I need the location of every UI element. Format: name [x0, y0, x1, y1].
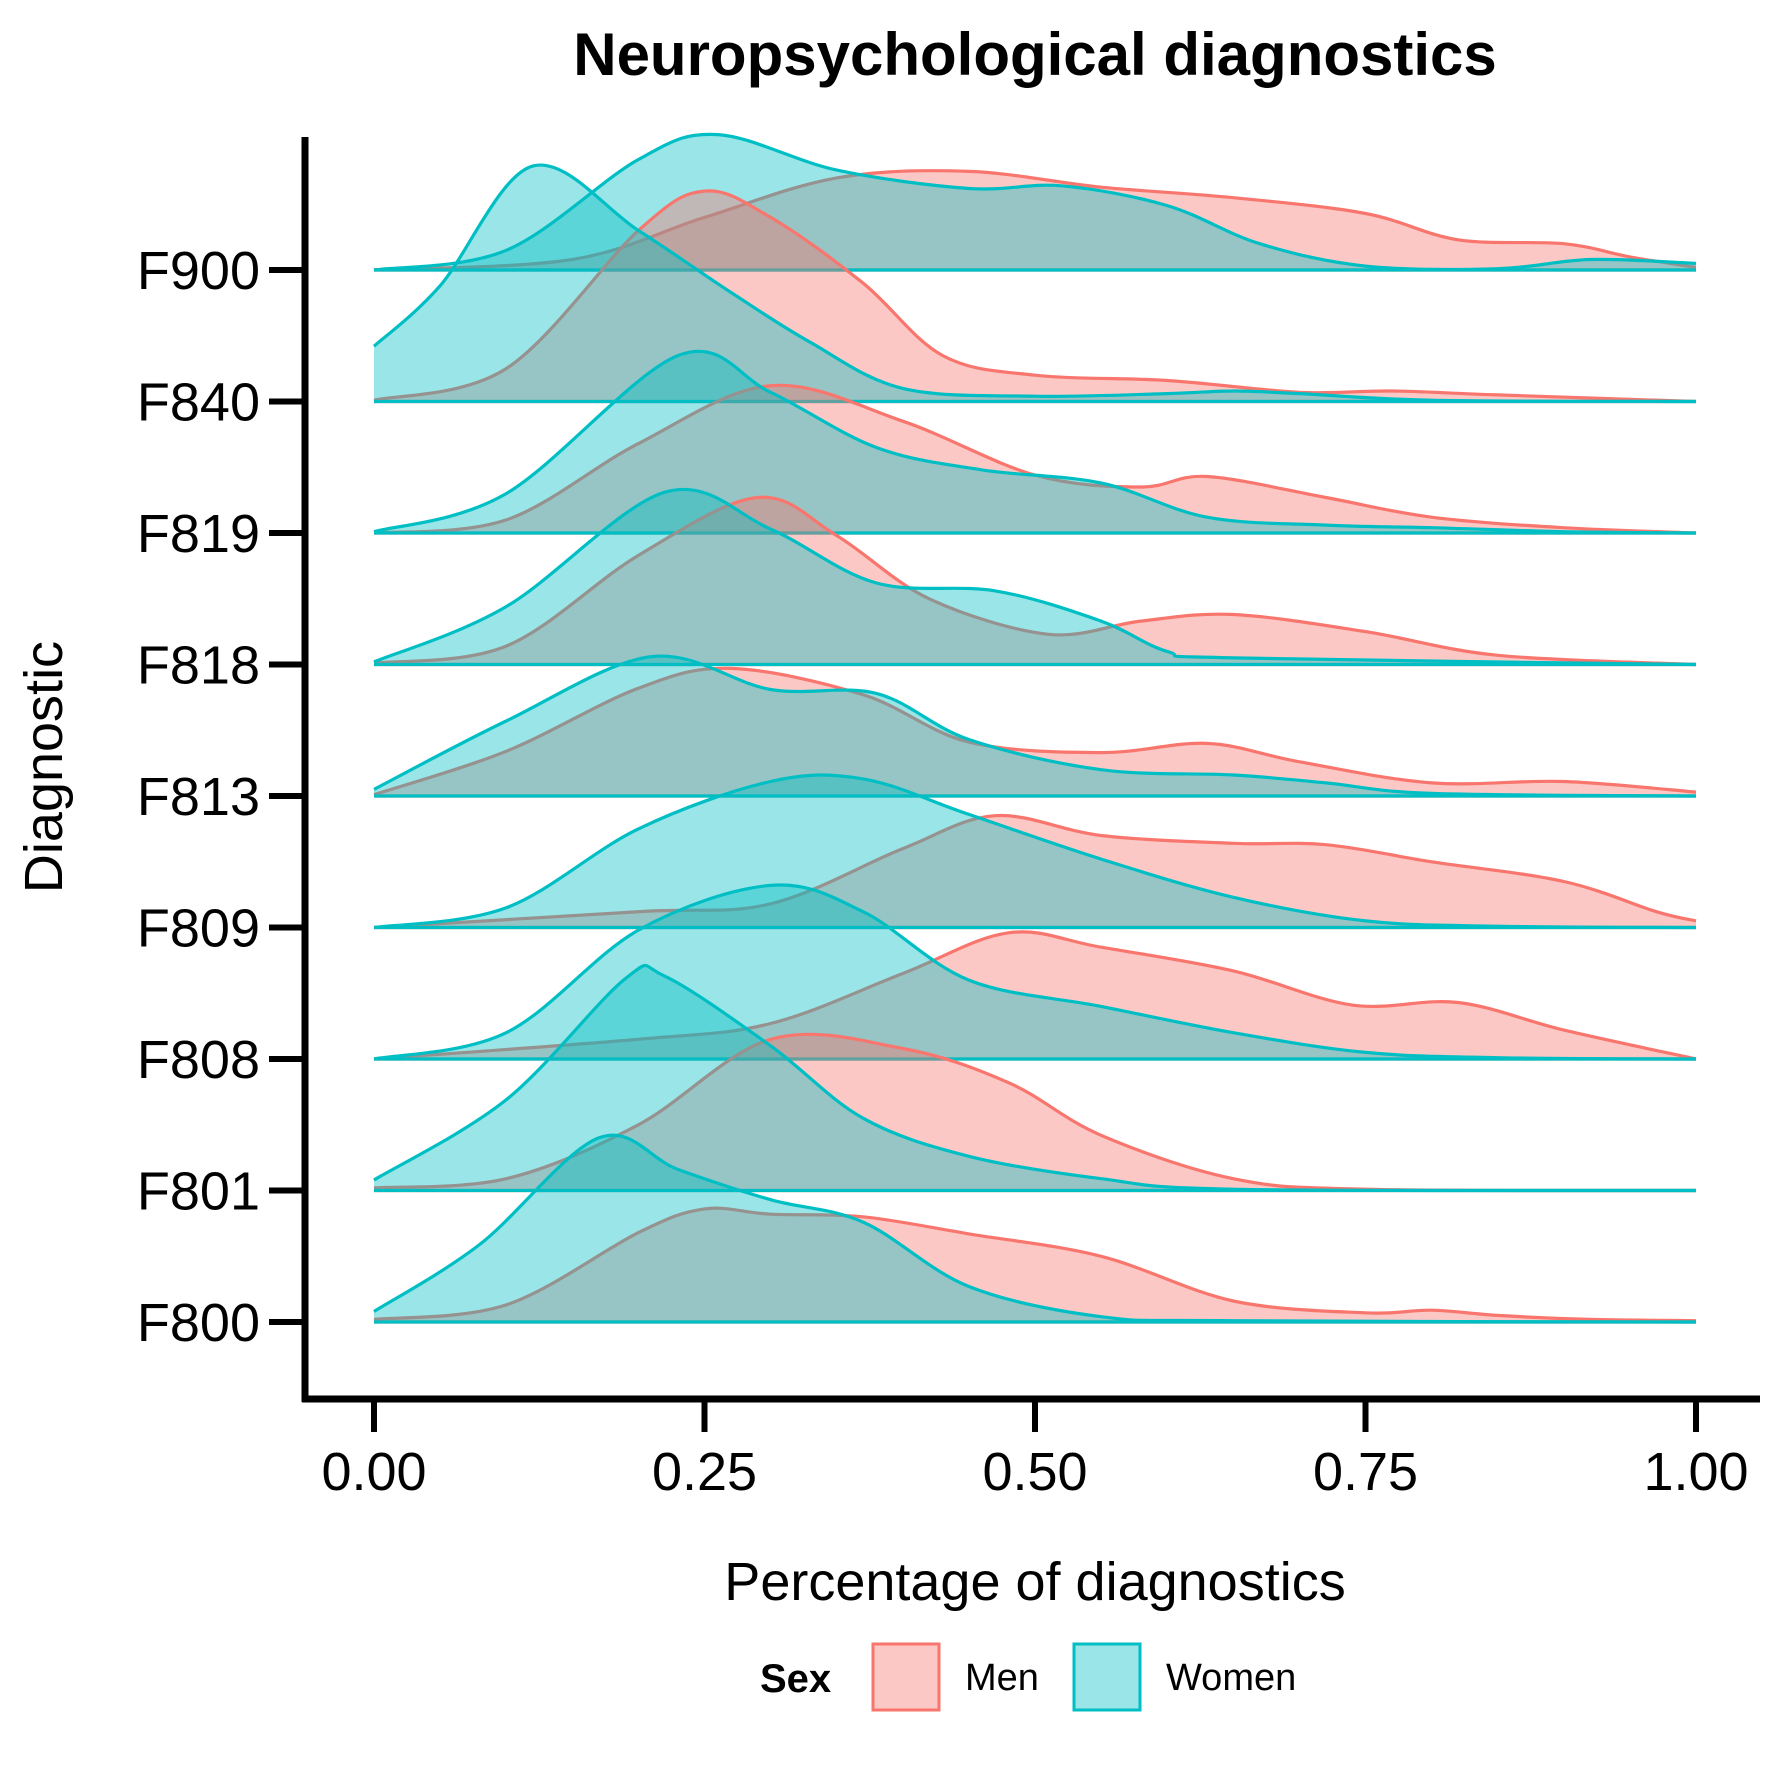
y-axis-title: Diagnostic	[14, 641, 74, 893]
axes-layer	[301, 137, 1760, 1403]
y-tick-label-f818: F818	[137, 636, 260, 696]
y-tick-label-f800: F800	[137, 1293, 260, 1353]
x-tick-label-4: 1.00	[1643, 1442, 1748, 1502]
density-area-men-f819	[374, 385, 1696, 533]
density-area-women-f800	[374, 1135, 1696, 1322]
x-axis-title: Percentage of diagnostics	[724, 1552, 1345, 1612]
density-area-men-f813	[374, 668, 1696, 796]
legend-label-women: Women	[1166, 1657, 1296, 1699]
ridges-layer	[372, 132, 1697, 1324]
density-curve-men-f809	[373, 813, 1697, 930]
density-curve-men-f800	[373, 1206, 1697, 1323]
y-tick-label-f900: F900	[137, 241, 260, 301]
density-area-women-f813	[374, 656, 1696, 796]
x-ticks: 0.00 0.25 0.50 0.75 1.00	[321, 1402, 1749, 1502]
density-curve-women-f819	[373, 349, 1697, 535]
density-curve-women-f813	[373, 654, 1697, 798]
density-curve-men-f813	[373, 666, 1697, 797]
y-tick-label-f808: F808	[137, 1030, 260, 1090]
x-tick-label-3: 0.75	[1313, 1442, 1418, 1502]
density-area-men-f801	[374, 1034, 1696, 1191]
density-curve-women-f840	[372, 163, 1697, 404]
y-tick-label-f819: F819	[137, 504, 260, 564]
legend: Sex Men Women	[760, 1642, 1296, 1712]
density-area-men-f818	[374, 497, 1696, 665]
legend-swatch-men	[871, 1642, 941, 1712]
density-area-men-f809	[374, 815, 1696, 928]
density-area-women-f818	[374, 489, 1696, 665]
y-tick-label-f801: F801	[137, 1162, 260, 1222]
density-area-men-f900	[374, 170, 1696, 270]
x-tick-label-1: 0.25	[652, 1442, 757, 1502]
x-tick-label-2: 0.50	[982, 1442, 1087, 1502]
density-curve-men-f840	[373, 189, 1697, 404]
chart-title: Neuropsychological diagnostics	[573, 21, 1497, 88]
density-curve-women-f818	[373, 487, 1697, 667]
x-tick-label-0: 0.00	[321, 1442, 426, 1502]
legend-swatch-women	[1072, 1642, 1142, 1712]
y-tick-label-f813: F813	[137, 767, 260, 827]
density-area-women-f801	[374, 965, 1696, 1191]
legend-title: Sex	[760, 1657, 831, 1701]
y-tick-label-f809: F809	[137, 899, 260, 959]
density-area-women-f840	[374, 165, 1696, 402]
density-area-women-f808	[374, 884, 1696, 1059]
density-area-men-f800	[374, 1208, 1696, 1322]
density-curve-women-f809	[373, 773, 1697, 930]
density-curve-men-f808	[373, 930, 1697, 1061]
density-area-women-f900	[374, 134, 1696, 270]
density-area-women-f819	[374, 351, 1696, 533]
y-ticks: F800 F801 F808 F809 F813 F818 F819 F840 F900	[137, 241, 302, 1353]
legend-label-men: Men	[965, 1657, 1039, 1699]
density-curve-men-f818	[373, 495, 1697, 667]
density-area-women-f809	[374, 774, 1696, 928]
y-tick-label-f840: F840	[137, 373, 260, 433]
density-curve-men-f819	[373, 383, 1697, 535]
density-area-men-f840	[374, 190, 1696, 402]
density-curve-women-f808	[373, 883, 1697, 1061]
